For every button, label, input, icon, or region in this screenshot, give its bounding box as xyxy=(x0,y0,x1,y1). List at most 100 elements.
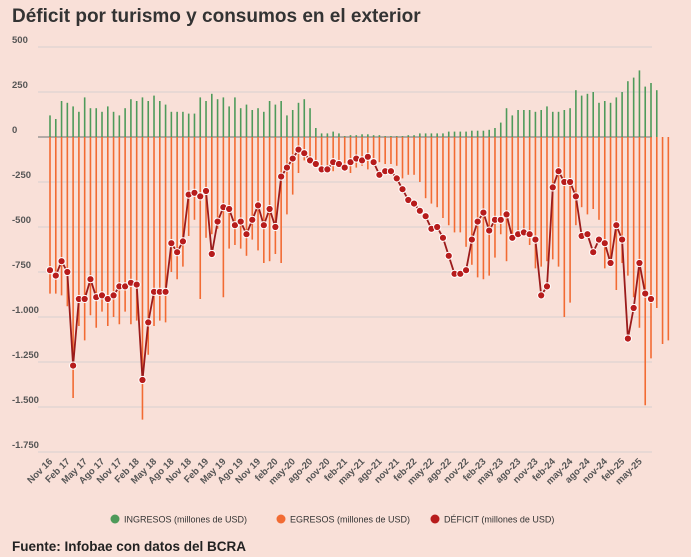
deficit-point xyxy=(294,145,303,154)
y-tick-label: -1.000 xyxy=(12,305,39,316)
deficit-point xyxy=(548,183,557,192)
deficit-point xyxy=(121,282,130,291)
deficit-point xyxy=(485,226,494,235)
y-tick-label: -1.750 xyxy=(12,440,39,451)
deficit-point xyxy=(502,210,511,219)
y-tick-label: -750 xyxy=(12,260,31,271)
deficit-point xyxy=(646,294,656,304)
deficit-point xyxy=(369,158,378,167)
deficit-point xyxy=(433,222,442,232)
deficit-series xyxy=(45,145,656,385)
y-tick-label: -250 xyxy=(12,170,31,181)
deficit-point xyxy=(386,167,396,176)
deficit-point xyxy=(282,163,292,172)
deficit-point xyxy=(461,266,471,275)
deficit-point xyxy=(346,158,355,167)
deficit-point xyxy=(571,192,580,201)
deficit-point xyxy=(357,156,367,165)
deficit-point xyxy=(311,159,320,169)
deficit-point xyxy=(496,215,505,224)
deficit-point xyxy=(589,248,598,257)
deficit-point xyxy=(45,266,55,275)
deficit-point xyxy=(277,172,286,181)
deficit-point xyxy=(305,156,315,165)
deficit-point xyxy=(242,230,251,239)
deficit-point xyxy=(190,188,199,197)
y-tick-label: -1.250 xyxy=(12,350,39,361)
deficit-point xyxy=(531,235,540,244)
deficit-point xyxy=(196,192,205,201)
deficit-point xyxy=(69,361,78,370)
ingresos-bars xyxy=(49,70,658,137)
deficit-point xyxy=(57,257,66,266)
deficit-point xyxy=(409,199,419,208)
deficit-point xyxy=(225,204,234,214)
deficit-point xyxy=(415,206,424,215)
deficit-point xyxy=(207,249,216,259)
deficit-point xyxy=(173,248,182,257)
legend-deficit-label: DÉFICIT (millones de USD) xyxy=(444,515,554,525)
deficit-point xyxy=(479,208,488,217)
deficit-point xyxy=(103,294,112,304)
deficit-point xyxy=(213,217,222,226)
deficit-point xyxy=(537,291,546,300)
deficit-point xyxy=(340,163,349,172)
grid-lines xyxy=(38,46,652,453)
deficit-point xyxy=(525,230,534,239)
deficit-point xyxy=(201,186,211,196)
y-axis-ticks: 500 250 0 -250 -500 -750 -1.000 -1.250 -1.500 -1.… xyxy=(12,35,39,451)
deficit-point xyxy=(138,375,147,385)
deficit-point xyxy=(363,152,372,161)
deficit-point xyxy=(259,221,268,230)
legend-egresos-marker xyxy=(276,514,286,524)
deficit-point xyxy=(444,251,453,260)
deficit-point xyxy=(334,159,344,169)
deficit-point xyxy=(641,289,650,298)
deficit-point xyxy=(178,237,188,246)
deficit-point xyxy=(606,258,615,268)
deficit-point xyxy=(473,217,482,226)
deficit-point xyxy=(542,282,552,291)
deficit-point xyxy=(398,185,407,194)
deficit-point xyxy=(80,294,89,304)
deficit-point xyxy=(86,275,95,284)
deficit-point xyxy=(629,303,638,313)
legend-ingresos-marker xyxy=(110,514,120,524)
source-note: Fuente: Infobae con datos del BCRA xyxy=(12,539,247,554)
deficit-point xyxy=(635,258,644,268)
deficit-point xyxy=(323,165,332,174)
deficit-point xyxy=(288,154,297,163)
deficit-point xyxy=(421,212,430,221)
y-tick-label: -1.500 xyxy=(12,395,39,406)
deficit-point xyxy=(583,230,592,239)
deficit-point xyxy=(63,267,72,277)
deficit-point xyxy=(612,221,621,230)
deficit-point xyxy=(508,233,517,242)
deficit-point xyxy=(97,291,107,300)
deficit-point xyxy=(167,239,176,248)
egresos-bars xyxy=(49,137,670,420)
legend-ingresos-label: INGRESOS (millones de USD) xyxy=(124,515,247,525)
legend-deficit-marker xyxy=(430,514,440,524)
deficit-point xyxy=(253,201,263,210)
deficit-point xyxy=(132,280,141,289)
deficit-point xyxy=(230,221,240,230)
deficit-point xyxy=(161,287,170,296)
deficit-point xyxy=(467,235,476,244)
deficit-point xyxy=(248,215,257,224)
deficit-point xyxy=(594,235,604,244)
deficit-point xyxy=(600,239,609,248)
y-tick-label: 250 xyxy=(12,80,28,91)
chart-title: Déficit por turismo y consumos en el ext… xyxy=(12,6,421,27)
y-tick-label: -500 xyxy=(12,215,31,226)
deficit-point xyxy=(565,177,575,187)
y-tick-label: 500 xyxy=(12,35,28,46)
legend: INGRESOS (millones de USD) EGRESOS (millo… xyxy=(110,514,554,525)
deficit-point xyxy=(618,235,627,244)
deficit-point xyxy=(404,195,413,205)
deficit-point xyxy=(438,233,448,242)
legend-egresos-label: EGRESOS (millones de USD) xyxy=(290,515,410,525)
deficit-point xyxy=(554,167,563,176)
